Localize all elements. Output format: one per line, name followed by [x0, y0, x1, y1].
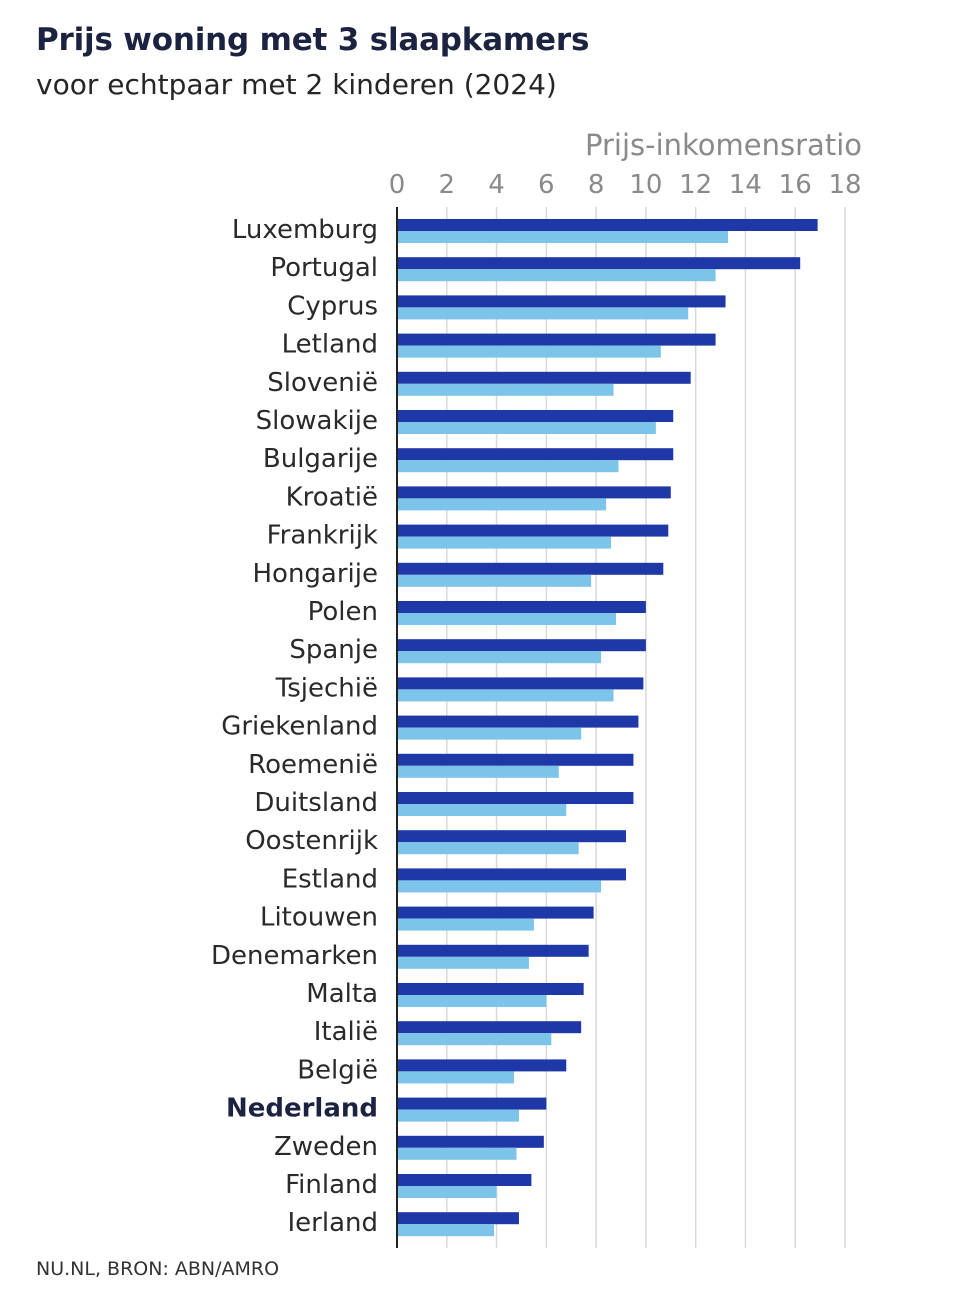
bar-light [397, 307, 689, 320]
bar-dark [397, 983, 584, 995]
category-label: Litouwen [260, 903, 378, 933]
bar-dark [397, 677, 644, 690]
category-label: Portugal [270, 253, 378, 283]
bar-dark [397, 1097, 547, 1110]
category-label: Hongarije [252, 559, 378, 589]
bar-light [397, 383, 614, 396]
bar-light [397, 727, 582, 740]
bar-dark [397, 486, 671, 499]
x-tick-label: 12 [679, 170, 712, 200]
category-label: Kroatië [286, 482, 378, 512]
category-label: Roemenië [248, 750, 378, 780]
bar-light [397, 1186, 497, 1198]
bar-dark [397, 1059, 567, 1072]
bar-dark [397, 944, 589, 957]
bar-light [397, 918, 534, 931]
bar-dark [397, 562, 664, 575]
bar-light [397, 1071, 514, 1084]
bar-dark [397, 257, 801, 270]
category-label: Cyprus [287, 291, 378, 321]
bar-dark [397, 448, 674, 461]
bar-dark [397, 868, 626, 881]
category-label: Tsjechië [275, 673, 378, 703]
bar-dark [397, 1174, 532, 1186]
bar-light [397, 460, 619, 473]
bar-dark [397, 1135, 544, 1148]
bar-dark [397, 333, 716, 346]
bar-dark [397, 906, 594, 919]
x-tick-label: 0 [389, 170, 406, 200]
bar-dark [397, 410, 674, 422]
category-label: Griekenland [221, 712, 378, 742]
category-label: Estland [282, 864, 378, 894]
bar-dark [397, 792, 634, 804]
category-label: Malta [306, 979, 378, 1009]
chart-title: Prijs woning met 3 slaapkamers [36, 22, 590, 58]
bar-dark [397, 753, 634, 766]
bar-light [397, 880, 602, 893]
bar-light [397, 765, 559, 778]
bar-dark [397, 524, 669, 537]
category-label: België [297, 1055, 378, 1085]
category-label: Slovenië [267, 368, 378, 398]
category-label: Finland [285, 1170, 378, 1200]
category-label: Luxemburg [232, 215, 378, 245]
bar-light [397, 231, 729, 243]
x-tick-label: 2 [439, 170, 456, 200]
category-label: Nederland [226, 1094, 378, 1124]
x-tick-label: 16 [779, 170, 812, 200]
bar-dark [397, 1021, 582, 1034]
category-label: Bulgarije [263, 444, 378, 474]
bar-light [397, 956, 529, 969]
bar-light [397, 574, 592, 587]
source-footer: NU.NL, BRON: ABN/AMRO [36, 1258, 280, 1280]
x-axis-title: Prijs-inkomensratio [585, 128, 862, 162]
bar-light [397, 1224, 495, 1237]
x-tick-label: 8 [588, 170, 605, 200]
category-label: Spanje [289, 635, 378, 665]
category-label: Polen [308, 597, 378, 627]
x-tick-label: 4 [488, 170, 505, 200]
x-tick-label: 10 [629, 170, 662, 200]
bar-dark [397, 601, 646, 613]
bar-light [397, 1033, 552, 1046]
bar-dark [397, 371, 691, 384]
category-label: Denemarken [211, 941, 378, 971]
bars [397, 219, 818, 1237]
category-label: Slowakije [256, 406, 378, 436]
bar-dark [397, 295, 726, 308]
bar-dark [397, 830, 626, 843]
bar-dark [397, 715, 639, 728]
x-axis-ticks: 0 2 4 6 8 10 12 14 16 18 [389, 170, 862, 200]
bar-light [397, 651, 602, 664]
category-label: Frankrijk [267, 521, 378, 551]
category-labels: Luxemburg Portugal Cyprus Letland Slovenië Sl… [211, 215, 378, 1238]
bar-light [397, 345, 661, 358]
chart-subtitle: voor echtpaar met 2 kinderen (2024) [36, 68, 557, 101]
bar-light [397, 842, 579, 855]
bar-light [397, 804, 567, 816]
bar-dark [397, 639, 646, 652]
bar-light [397, 1109, 519, 1122]
x-tick-label: 18 [828, 170, 861, 200]
bar-light [397, 422, 656, 434]
category-label: Oostenrijk [245, 826, 378, 856]
bar-light [397, 269, 716, 282]
bar-light [397, 613, 617, 625]
bar-light [397, 498, 607, 511]
bar-light [397, 536, 612, 549]
bar-light [397, 995, 547, 1007]
x-tick-label: 6 [538, 170, 555, 200]
bar-light [397, 1147, 517, 1160]
category-label: Duitsland [254, 788, 378, 818]
category-label: Italië [314, 1017, 378, 1047]
category-label: Zweden [274, 1132, 378, 1162]
bar-dark [397, 1212, 519, 1225]
category-label: Ierland [288, 1208, 379, 1238]
category-label: Letland [282, 330, 378, 360]
bar-dark [397, 219, 818, 231]
bar-light [397, 689, 614, 702]
x-tick-label: 14 [729, 170, 762, 200]
